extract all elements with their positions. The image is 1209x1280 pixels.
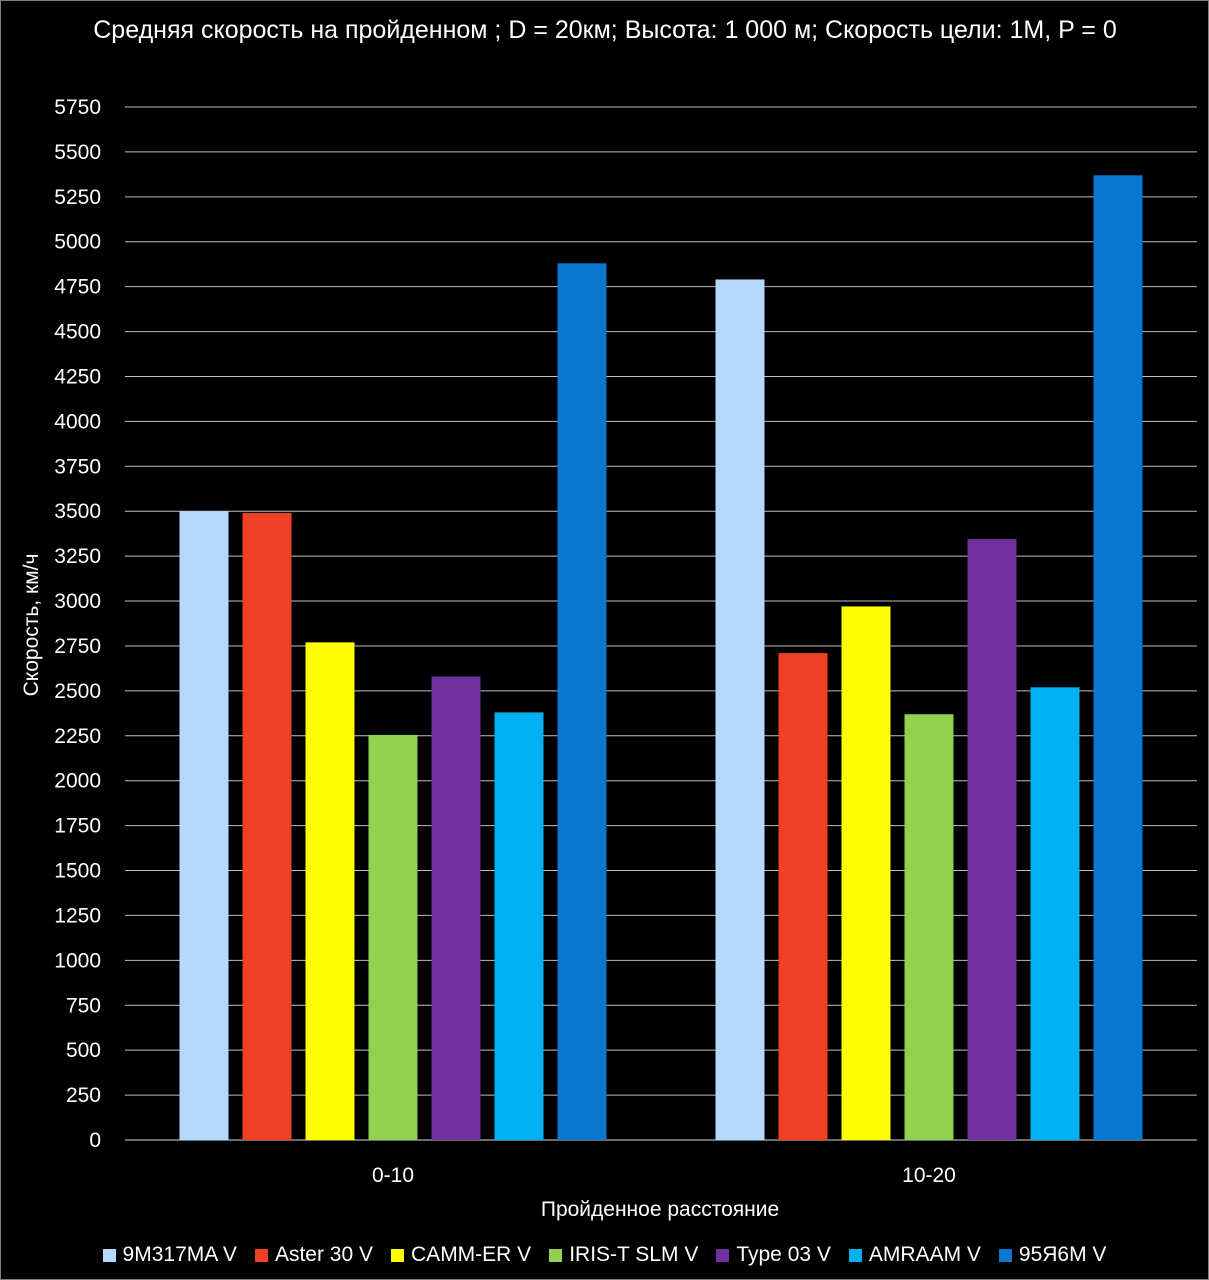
x-axis-title: Пройденное расстояние bbox=[541, 1198, 779, 1221]
gridlines bbox=[125, 106, 1197, 1141]
y-tick-label: 4250 bbox=[54, 365, 101, 388]
y-tick-label: 750 bbox=[66, 994, 101, 1017]
bar bbox=[368, 734, 418, 1140]
legend-swatch bbox=[254, 1248, 268, 1262]
legend-label: 95Я6М V bbox=[1018, 1243, 1107, 1266]
y-tick-label: 1750 bbox=[54, 815, 101, 838]
legend-label: IRIS-T SLM V bbox=[569, 1243, 699, 1266]
y-tick-label: 5500 bbox=[54, 141, 101, 164]
y-tick-label: 4500 bbox=[54, 321, 101, 344]
y-tick-label: 4000 bbox=[54, 410, 101, 433]
y-tick-label: 500 bbox=[66, 1039, 101, 1062]
bar bbox=[305, 642, 355, 1140]
x-category-label: 10-20 bbox=[902, 1164, 956, 1187]
x-axis-categories: 0-10 10-20 bbox=[372, 1164, 956, 1187]
y-tick-label: 1000 bbox=[54, 949, 101, 972]
legend-item: CAMM-ER V bbox=[391, 1243, 531, 1267]
legend-label: CAMM-ER V bbox=[411, 1243, 532, 1266]
legend-label: AMRAAM V bbox=[868, 1243, 981, 1266]
legend-item: AMRAAM V bbox=[848, 1243, 981, 1267]
bars bbox=[179, 175, 1143, 1141]
y-tick-label: 3500 bbox=[54, 500, 101, 523]
y-tick-label: 0 bbox=[89, 1129, 101, 1152]
legend-swatch bbox=[549, 1248, 563, 1262]
bar bbox=[557, 263, 607, 1141]
chart-title: Средняя скорость на пройденном ; D = 20к… bbox=[93, 16, 1117, 44]
legend-swatch bbox=[391, 1248, 405, 1262]
bar bbox=[431, 676, 481, 1140]
legend-item: Aster 30 V bbox=[254, 1243, 374, 1267]
y-tick-label: 2750 bbox=[54, 635, 101, 658]
y-tick-label: 1500 bbox=[54, 860, 101, 883]
legend-item: 9M317MA V bbox=[102, 1243, 237, 1267]
y-tick-label: 1250 bbox=[54, 904, 101, 927]
y-tick-label: 2000 bbox=[54, 770, 101, 793]
legend-swatch bbox=[716, 1248, 730, 1262]
bar bbox=[904, 714, 954, 1140]
y-tick-label: 3000 bbox=[54, 590, 101, 613]
legend-item: Type 03 V bbox=[716, 1243, 831, 1267]
y-tick-label: 5750 bbox=[54, 96, 101, 119]
legend-label: Aster 30 V bbox=[274, 1243, 374, 1266]
legend-item: 95Я6М V bbox=[998, 1243, 1107, 1267]
bar bbox=[1030, 687, 1080, 1140]
bar bbox=[494, 712, 544, 1140]
y-tick-label: 5250 bbox=[54, 186, 101, 209]
legend-label: Type 03 V bbox=[736, 1243, 831, 1266]
bar bbox=[242, 513, 292, 1140]
y-axis-ticks: 0 250 500 750 1000 1250 1500 1750 2000 2250 2500 27… bbox=[54, 96, 101, 1152]
y-tick-label: 3750 bbox=[54, 455, 101, 478]
bar bbox=[179, 511, 229, 1140]
y-tick-label: 2500 bbox=[54, 680, 101, 703]
legend-label: 9M317MA V bbox=[122, 1243, 237, 1266]
x-category-label: 0-10 bbox=[372, 1164, 414, 1187]
legend-swatch bbox=[998, 1248, 1012, 1262]
legend-swatch bbox=[102, 1248, 116, 1262]
legend-swatch bbox=[848, 1248, 862, 1262]
y-tick-label: 250 bbox=[66, 1084, 101, 1107]
bar bbox=[715, 279, 765, 1141]
y-axis-title: Скорость, км/ч bbox=[20, 554, 43, 697]
bar bbox=[1093, 175, 1143, 1140]
bar bbox=[778, 653, 828, 1140]
y-tick-label: 4750 bbox=[54, 276, 101, 299]
y-tick-label: 2250 bbox=[54, 725, 101, 748]
y-tick-label: 3250 bbox=[54, 545, 101, 568]
legend-item: IRIS-T SLM V bbox=[549, 1243, 698, 1267]
y-tick-label: 5000 bbox=[54, 231, 101, 254]
bar bbox=[841, 606, 891, 1140]
bar bbox=[967, 539, 1017, 1140]
legend: 9M317MA V Aster 30 V CAMM-ER V IRIS-T SLM V… bbox=[0, 1240, 1209, 1270]
